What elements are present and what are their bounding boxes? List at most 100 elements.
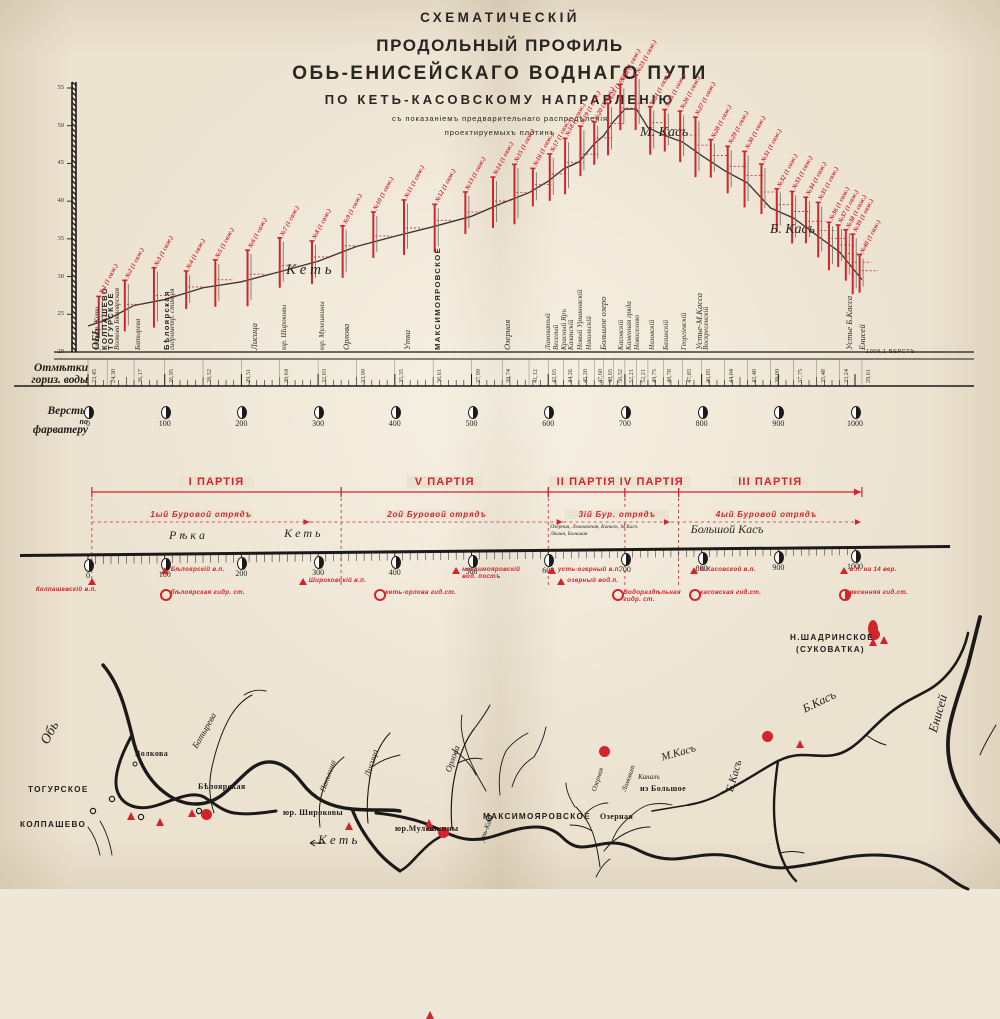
map-river-label: Енисей <box>925 692 951 735</box>
plan-verst-tick-300: 300 <box>312 568 325 578</box>
map-water-post-icon[interactable] <box>188 809 196 817</box>
drill-squad-label: 1ый Буровой отрядъ <box>149 510 254 519</box>
plan-tributaries: Озерная, Ломоватая, Каналъ, М.Касъ <box>550 524 638 530</box>
water-post-triangle-icon[interactable] <box>839 567 848 574</box>
hydro-station-circle-icon[interactable] <box>688 589 701 601</box>
hydro-station-circle-icon[interactable] <box>374 589 387 601</box>
verst-marker-200 <box>237 406 248 419</box>
water-post-triangle-icon[interactable] <box>548 567 557 574</box>
map-water-post-icon[interactable] <box>426 823 434 831</box>
map-water-post-icon[interactable] <box>426 1011 434 1019</box>
plan-label-layer: I ПАРТІЯ V ПАРТІЯ II ПАРТІЯ IV ПАРТІЯ III ПА… <box>36 476 908 603</box>
hydro-station-circle-icon[interactable] <box>612 589 625 601</box>
plan-verst-tick-200: 200 <box>235 569 248 579</box>
plan-verst-marker-0 <box>84 559 94 573</box>
hydro-station-circle-icon[interactable] <box>159 589 172 601</box>
verst-tick-800: 800 <box>695 419 708 428</box>
map-settlement-label: юр. Широковы <box>283 808 344 817</box>
station-legend-label: усть-озерный в.п. <box>558 566 621 573</box>
x-axis-label-line1: Версты <box>47 405 88 417</box>
verst-marker-900 <box>774 406 785 419</box>
map-river-label: Ломоват <box>620 764 637 793</box>
station-legend-label: в.п. на 14 вер. <box>849 566 897 573</box>
map-water-post-icon[interactable] <box>880 636 888 644</box>
map-river-label: Орлова <box>443 744 462 774</box>
map-settlement-label: МАКСИМОЯРОВСКОЕ <box>483 812 591 821</box>
station-legend-label: Бѣлоярскій в.п. <box>170 566 225 573</box>
map-water-post-icon[interactable] <box>127 812 135 820</box>
verst-marker-800 <box>697 406 708 419</box>
verst-tick-100: 100 <box>158 419 171 428</box>
verst-marker-0 <box>84 406 94 419</box>
map-settlement-label: Волкова <box>135 749 169 758</box>
title-line-2: ПРОДОЛЬНЫЙ ПРОФИЛЬ <box>376 36 624 55</box>
seasonal-station-halfcircle-icon[interactable] <box>838 589 851 601</box>
map-settlement-label: Н.ШАДРИНСКОЕ <box>790 633 875 642</box>
water-post-triangle-icon[interactable] <box>87 578 96 585</box>
verst-marker-400 <box>390 406 401 419</box>
plan-svg <box>20 487 950 585</box>
station-legend-label: Водораздѣльная гидр. ст. <box>623 589 681 603</box>
profile-river-name: К е т ь <box>286 262 332 278</box>
plan-verst-marker-1000 <box>851 550 862 564</box>
verst-marker-300 <box>314 406 325 419</box>
plan-verst-marker-300 <box>314 556 325 570</box>
map-hydro-station-icon[interactable] <box>761 730 773 742</box>
survey-party-label: IV ПАРТІЯ <box>613 476 690 488</box>
station-legend-label: Б.Касовской в.п. <box>699 566 756 573</box>
verst-marker-600 <box>544 406 555 419</box>
title-subtitle-2: проектируемыхъ плотинъ <box>444 128 556 137</box>
survey-parties-strip <box>20 487 950 585</box>
plan-river-label: К е т ь <box>284 526 321 541</box>
map-water-post-icon[interactable] <box>796 740 804 748</box>
profile-svg <box>14 74 974 387</box>
map-label-layer: ТОГУРСКОЕ КОЛПАШЕВО Волкова Бѣлоярская юр. Ш… <box>20 620 951 1019</box>
plan-river-label: Р ѣ к а <box>169 527 205 542</box>
plan-verst-tick-0: 0 <box>86 571 90 581</box>
map-water-post-icon[interactable] <box>156 818 164 826</box>
y-axis-tick-40: 40 <box>57 197 65 205</box>
x-axis-label-line3: фарватеру <box>32 424 88 436</box>
verst-tick-600: 600 <box>542 419 555 428</box>
verst-tick-900: 900 <box>772 419 785 428</box>
verst-tick-300: 300 <box>312 419 325 428</box>
survey-party-label: III ПАРТІЯ <box>732 476 809 488</box>
plan-verst-marker-500 <box>467 554 478 568</box>
map-settlement-marker[interactable] <box>868 620 878 636</box>
y-axis-tick-30: 30 <box>57 272 65 280</box>
plan-verst-tick-400: 400 <box>388 567 401 577</box>
water-post-triangle-icon[interactable] <box>298 578 307 585</box>
y-axis-tick-25: 25 <box>57 310 65 318</box>
map-hydro-station-icon[interactable] <box>598 745 610 757</box>
plan-verst-marker-900 <box>774 551 785 565</box>
station-legend-label: весенняя гид.ст. <box>849 589 908 596</box>
title-subtitle-1: съ показаніемъ предварительнаго распредѣ… <box>392 114 608 123</box>
map-settlement-label: юр.Мулешкины <box>395 824 459 833</box>
map-water-post-icon[interactable] <box>345 822 353 830</box>
map-hydro-station-icon[interactable] <box>437 826 449 838</box>
survey-party-label: II ПАРТІЯ <box>548 476 625 488</box>
station-legend-label: максимояровскій вод. постъ <box>462 566 521 580</box>
station-legend-label: кеть-орлова гид.ст. <box>385 589 457 596</box>
plan-verst-tick-500: 500 <box>465 566 478 576</box>
water-post-triangle-icon[interactable] <box>160 567 169 574</box>
plan-verst-tick-800: 800 <box>695 563 708 573</box>
map-water-post-icon[interactable] <box>869 638 877 646</box>
water-post-triangle-icon[interactable] <box>557 578 566 585</box>
plan-verst-marker-200 <box>237 557 248 571</box>
verst-tick-200: 200 <box>235 419 248 428</box>
plan-verst-marker-400 <box>390 555 401 569</box>
water-post-triangle-icon[interactable] <box>452 567 461 574</box>
drill-squad-label: 3ій Бур. отрядъ <box>565 510 670 519</box>
map-hydro-station-icon[interactable] <box>200 808 212 820</box>
verst-marker-500 <box>467 406 478 419</box>
title-line-4: ПО КЕТЬ-КАСОВСКОМУ НАПРАВЛЕНІЮ <box>324 92 676 107</box>
plan-verst-marker-600 <box>544 553 555 567</box>
total-length-note: 1009,1 ВЕРСТЪ <box>866 349 916 355</box>
y-axis-tick-45: 45 <box>57 159 65 167</box>
plan-verst-tick-700: 700 <box>618 564 631 574</box>
x-axis-label-line2: по <box>79 417 88 426</box>
verst-tick-0: 0 <box>86 419 90 428</box>
plan-verst-tick-1000: 1000 <box>847 562 864 572</box>
water-post-triangle-icon[interactable] <box>689 567 698 574</box>
